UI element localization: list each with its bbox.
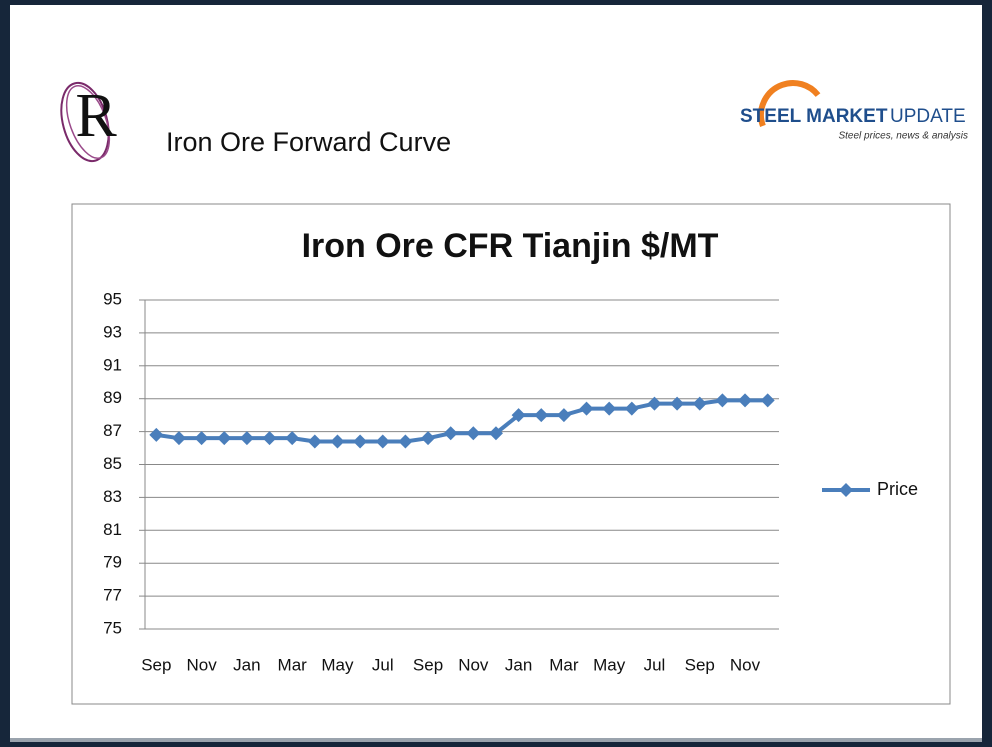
x-tick-label: Nov <box>730 655 761 674</box>
x-tick-label: Sep <box>141 655 171 674</box>
y-tick-label: 75 <box>103 618 122 637</box>
point <box>330 434 345 449</box>
point <box>398 434 413 449</box>
point <box>511 408 526 423</box>
brand-name: STEEL MARKET <box>740 106 888 127</box>
point <box>760 393 775 408</box>
point <box>353 434 368 449</box>
x-tick-label: Mar <box>278 655 308 674</box>
point <box>738 393 753 408</box>
point <box>443 426 458 441</box>
x-tick-label: Nov <box>458 655 489 674</box>
brand-name-light: UPDATE <box>890 106 966 127</box>
x-tick-label: Sep <box>413 655 443 674</box>
point <box>171 431 186 446</box>
y-tick-label: 95 <box>103 289 122 308</box>
y-tick-label: 83 <box>103 487 122 506</box>
point <box>262 431 277 446</box>
y-tick-label: 77 <box>103 586 122 605</box>
point <box>285 431 300 446</box>
legend-label: Price <box>877 479 918 499</box>
point <box>194 431 209 446</box>
brand-tagline: Steel prices, news & analysis <box>838 131 968 142</box>
point <box>307 434 322 449</box>
point <box>670 396 685 411</box>
point <box>556 408 571 423</box>
x-tick-label: Mar <box>549 655 579 674</box>
chart-title: Iron Ore CFR Tianjin $/MT <box>302 227 719 265</box>
x-tick-label: Jul <box>372 655 394 674</box>
point <box>534 408 549 423</box>
x-tick-label: May <box>321 655 354 674</box>
logo-letter: R <box>75 82 117 150</box>
point <box>647 396 662 411</box>
brand-logo: STEEL MARKET UPDATE Steel prices, news &… <box>740 80 968 150</box>
point <box>375 434 390 449</box>
legend-marker <box>839 483 853 497</box>
point <box>624 401 639 416</box>
y-tick-label: 91 <box>103 355 122 374</box>
x-tick-label: Jan <box>505 655 532 674</box>
x-tick-label: Jul <box>644 655 666 674</box>
point <box>466 426 481 441</box>
series-line <box>156 398 768 444</box>
y-tick-label: 79 <box>103 553 122 572</box>
y-tick-label: 89 <box>103 388 122 407</box>
y-tick-label: 93 <box>103 322 122 341</box>
x-tick-label: Jan <box>233 655 260 674</box>
x-tick-label: May <box>593 655 626 674</box>
x-tick-label: Sep <box>685 655 715 674</box>
point <box>217 431 232 446</box>
point <box>692 396 707 411</box>
point <box>239 431 254 446</box>
slide-title: Iron Ore Forward Curve <box>166 127 451 157</box>
point <box>149 427 164 442</box>
point <box>488 426 503 441</box>
y-tick-label: 81 <box>103 520 122 539</box>
point <box>579 401 594 416</box>
y-tick-label: 87 <box>103 421 122 440</box>
r-logo: R <box>60 81 117 163</box>
point <box>602 401 617 416</box>
point <box>715 393 730 408</box>
chart-frame <box>71 203 951 705</box>
y-tick-label: 85 <box>103 454 122 473</box>
point <box>421 431 436 446</box>
x-tick-label: Nov <box>186 655 217 674</box>
